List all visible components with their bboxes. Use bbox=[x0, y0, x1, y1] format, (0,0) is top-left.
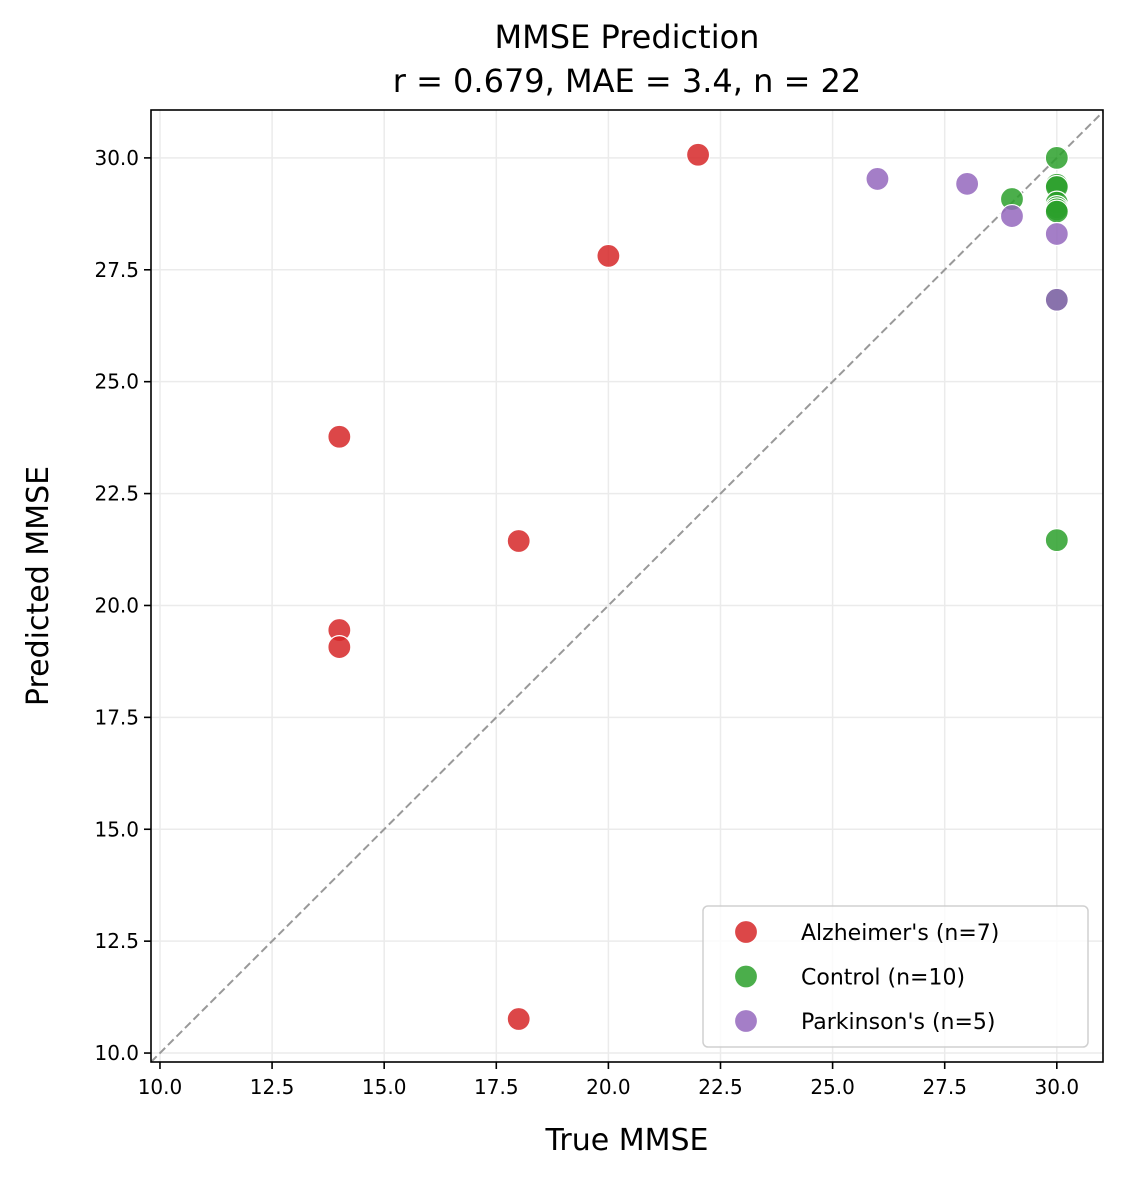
data-point-control bbox=[1044, 528, 1069, 553]
y-tick-label: 25.0 bbox=[94, 370, 139, 394]
data-point-alzheimers bbox=[327, 424, 352, 449]
legend-marker bbox=[733, 919, 759, 945]
x-tick-label: 17.5 bbox=[474, 1075, 519, 1099]
grid-lines bbox=[151, 110, 1103, 1062]
y-axis-ticks: 10.0 12.5 15.0 17.5 20.0 22.5 25.0 27.5 30.0 bbox=[94, 146, 151, 1065]
x-tick-label: 27.5 bbox=[922, 1075, 967, 1099]
x-tick-label: 20.0 bbox=[586, 1075, 631, 1099]
identity-line-group bbox=[150, 111, 1104, 1063]
y-tick-label: 27.5 bbox=[94, 258, 139, 282]
identity-line bbox=[150, 111, 1104, 1063]
y-tick-label: 15.0 bbox=[94, 817, 139, 841]
chart-subtitle: r = 0.679, MAE = 3.4, n = 22 bbox=[393, 62, 862, 100]
x-tick-label: 25.0 bbox=[810, 1075, 855, 1099]
y-tick-label: 30.0 bbox=[94, 146, 139, 170]
x-tick-label: 10.0 bbox=[138, 1075, 183, 1099]
legend-marker bbox=[733, 964, 759, 989]
x-tick-label: 30.0 bbox=[1035, 1075, 1080, 1099]
data-point-alzheimers bbox=[506, 1006, 531, 1032]
data-point-parkinsons bbox=[865, 166, 890, 192]
data-point-parkinsons bbox=[999, 203, 1025, 229]
legend-label: Alzheimer's (n=7) bbox=[801, 921, 999, 946]
legend-marker bbox=[733, 1008, 759, 1034]
y-tick-label: 17.5 bbox=[94, 705, 139, 729]
data-point-alzheimers bbox=[506, 528, 531, 554]
data-points bbox=[327, 142, 1069, 1032]
data-point-control bbox=[1044, 145, 1069, 170]
data-point-alzheimers bbox=[327, 634, 352, 660]
y-tick-label: 10.0 bbox=[94, 1041, 139, 1065]
legend-label: Control (n=10) bbox=[801, 966, 965, 991]
plot-frame bbox=[150, 109, 1104, 1063]
y-tick-label: 22.5 bbox=[94, 482, 139, 506]
data-point-alzheimers bbox=[596, 243, 621, 269]
data-point-alzheimers bbox=[685, 142, 711, 167]
x-axis-label: True MMSE bbox=[544, 1123, 708, 1158]
data-point-parkinsons bbox=[955, 171, 980, 196]
legend: Alzheimer's (n=7) Control (n=10) Parkinson… bbox=[702, 905, 1089, 1048]
y-tick-label: 20.0 bbox=[94, 593, 139, 617]
x-tick-label: 12.5 bbox=[250, 1075, 295, 1099]
x-axis-ticks: 10.0 12.5 15.0 17.5 20.0 22.5 25.0 27.5 30.0 bbox=[138, 1062, 1079, 1099]
data-point-parkinsons bbox=[1044, 287, 1069, 312]
legend-box bbox=[702, 905, 1089, 1048]
data-point-parkinsons bbox=[1044, 221, 1069, 247]
legend-label: Parkinson's (n=5) bbox=[801, 1010, 996, 1035]
y-tick-label: 12.5 bbox=[94, 929, 139, 953]
y-axis-label: Predicted MMSE bbox=[21, 466, 56, 706]
x-tick-label: 22.5 bbox=[698, 1075, 743, 1099]
chart-title: MMSE Prediction bbox=[495, 18, 760, 56]
data-point-control bbox=[1044, 199, 1069, 224]
x-tick-label: 15.0 bbox=[362, 1075, 407, 1099]
